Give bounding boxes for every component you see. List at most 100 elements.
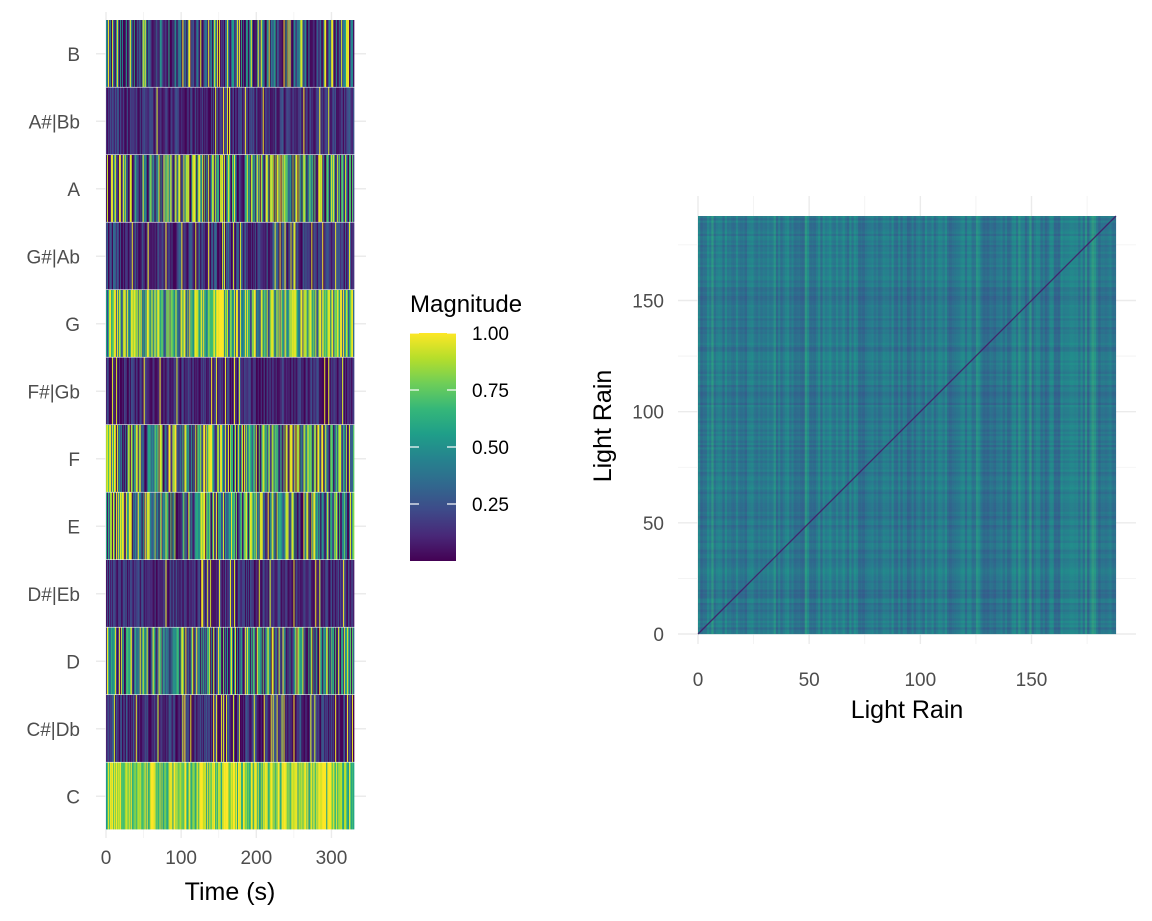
- chromagram-cell: [261, 290, 264, 357]
- chromagram-cell: [138, 695, 141, 762]
- chromagram-cell: [300, 627, 302, 695]
- chromagram-cell: [345, 560, 347, 627]
- chromagram-cell: [151, 357, 153, 425]
- chromagram-cell: [324, 762, 326, 830]
- chromagram-cell: [141, 155, 144, 222]
- chromagram-cell: [213, 20, 215, 87]
- similarity-row-band: [698, 267, 1116, 270]
- chromagram-cell: [165, 222, 167, 290]
- chromagram-cell: [293, 627, 295, 695]
- chromagram-cell: [320, 425, 322, 492]
- chromagram-cell: [245, 20, 248, 87]
- chromagram-cell: [235, 762, 238, 830]
- chromagram-cell: [228, 155, 230, 222]
- chromagram-cell: [204, 560, 206, 627]
- chromagram-cell: [114, 425, 117, 492]
- chromagram-cell: [230, 560, 232, 627]
- chromagram-row-g: [106, 290, 355, 357]
- chromagram-cell: [247, 560, 250, 627]
- chromagram-cell: [125, 762, 128, 830]
- chromagram-cell: [274, 290, 276, 357]
- similarity-column-band: [740, 216, 743, 634]
- chromagram-cell: [263, 290, 266, 357]
- chromagram-cell: [158, 290, 160, 357]
- chromagram-cell: [344, 20, 346, 87]
- chromagram-cell: [340, 222, 342, 290]
- chromagram-cell: [344, 425, 346, 492]
- chromagram-cell: [338, 87, 340, 155]
- similarity-row-band: [698, 436, 1116, 439]
- chromagram-cell: [305, 695, 307, 762]
- chromagram-cell: [319, 627, 321, 695]
- chromagram-cell: [194, 627, 196, 695]
- chromagram-cell: [145, 87, 148, 155]
- chromagram-cell: [127, 20, 130, 87]
- chromagram-cell: [219, 20, 221, 87]
- chromagram-cell: [340, 492, 342, 560]
- chromagram-row-a: [106, 155, 355, 222]
- chromagram-cell: [120, 290, 123, 357]
- chromagram-cell: [262, 357, 265, 425]
- chromagram-cell: [184, 357, 186, 425]
- chromagram-cell: [165, 627, 167, 695]
- chromagram-cell: [108, 357, 111, 425]
- chromagram-cell: [338, 425, 340, 492]
- chromagram-cell: [337, 155, 339, 222]
- chromagram-cell: [230, 627, 232, 695]
- chromagram-cell: [143, 425, 146, 492]
- similarity-column-band: [1071, 216, 1074, 634]
- chromagram-cell: [185, 627, 187, 695]
- chromagram-cell: [226, 290, 228, 357]
- chromagram-cell: [275, 20, 277, 87]
- chromagram-cell: [208, 560, 210, 627]
- chromagram-cell: [297, 155, 299, 222]
- chromagram-cell: [249, 762, 252, 830]
- chromagram-cell: [350, 290, 352, 357]
- chromagram-cell: [313, 695, 315, 762]
- chromagram-cell: [129, 425, 132, 492]
- chromagram-cell: [236, 87, 239, 155]
- chromagram-cell: [263, 762, 266, 830]
- chromagram-cell: [261, 762, 264, 830]
- chromagram-cell: [150, 560, 152, 627]
- chromagram-cell: [319, 290, 321, 357]
- chromagram-cell: [147, 357, 149, 425]
- similarity-column-band: [1000, 216, 1003, 634]
- chromagram-cell: [209, 357, 211, 425]
- chromagram-cell: [120, 222, 123, 290]
- chromagram-cell: [153, 357, 155, 425]
- chromagram-cell: [250, 155, 253, 222]
- chromagram-cell: [257, 627, 260, 695]
- chromagram-cell: [249, 20, 252, 87]
- chromagram-cell: [320, 87, 322, 155]
- similarity-row-band: [698, 553, 1116, 557]
- chromagram-cell: [140, 155, 143, 222]
- chromagram-cell: [351, 155, 353, 222]
- chromagram-cell: [319, 492, 321, 560]
- chromagram-cell: [215, 695, 217, 762]
- chromagram-cell: [272, 87, 274, 155]
- chromagram-cell: [155, 357, 157, 425]
- chromagram-cell: [338, 357, 340, 425]
- chromagram-cell: [111, 762, 114, 830]
- chromagram-cell: [264, 492, 267, 560]
- chromagram-cell: [338, 290, 340, 357]
- chromagram-cell: [343, 155, 345, 222]
- chromagram-cell: [131, 222, 134, 290]
- chromagram-cell: [244, 695, 247, 762]
- chromagram-cell: [221, 87, 223, 155]
- chromagram-cell: [121, 627, 124, 695]
- chromagram-cell: [167, 560, 169, 627]
- chromagram-cell: [290, 762, 292, 830]
- chromagram-cell: [175, 695, 177, 762]
- chromagram-y-tick-label: E: [67, 517, 80, 538]
- chromagram-cell: [128, 87, 131, 155]
- chromagram-cell: [353, 222, 355, 290]
- chromagram-cell: [133, 492, 136, 560]
- chromagram-cell: [278, 762, 280, 830]
- chromagram-cell: [334, 222, 336, 290]
- similarity-row-band: [698, 376, 1116, 379]
- chromagram-cell: [194, 155, 196, 222]
- chromagram-cell: [212, 492, 214, 560]
